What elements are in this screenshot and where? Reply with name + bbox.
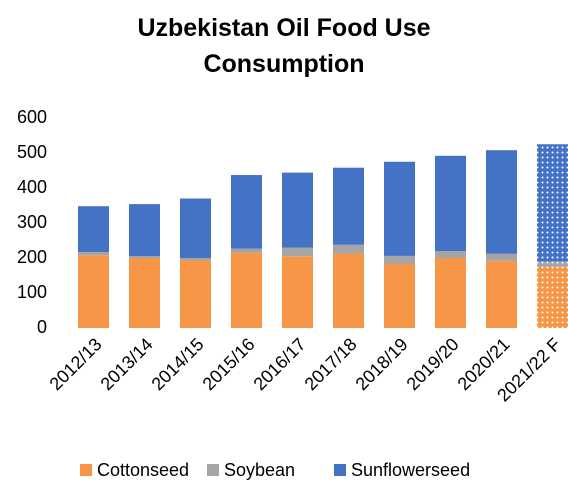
- bar-segment: [486, 150, 517, 254]
- x-tick-label: 2014/15: [148, 334, 208, 394]
- x-tick-label: 2019/20: [403, 334, 463, 394]
- x-tick-label: 2016/17: [250, 334, 310, 394]
- y-tick-label: 300: [17, 212, 47, 232]
- legend-label: Sunflowerseed: [351, 460, 470, 480]
- bar-segment: [435, 251, 466, 258]
- bar-pattern: [537, 144, 568, 262]
- bar-segment: [282, 172, 313, 248]
- bar-segment: [384, 161, 415, 256]
- x-tick-label: 2012/13: [46, 334, 106, 394]
- bar-segment: [78, 206, 109, 253]
- bar-segment: [78, 255, 109, 328]
- y-tick-label: 400: [17, 177, 47, 197]
- legend-label: Cottonseed: [97, 460, 189, 480]
- bar-segment: [333, 244, 364, 254]
- legend-swatch: [207, 464, 219, 476]
- x-tick-label: 2013/14: [97, 334, 157, 394]
- x-tick-label: 2017/18: [301, 334, 361, 394]
- bar-segment: [384, 255, 415, 264]
- bar-segment: [333, 253, 364, 328]
- bar-segment: [231, 248, 262, 253]
- y-tick-label: 600: [17, 107, 47, 127]
- y-tick-label: 200: [17, 247, 47, 267]
- legend-swatch: [334, 464, 346, 476]
- bar-segment: [384, 263, 415, 328]
- chart-title: Uzbekistan Oil Food Use Consumption: [137, 14, 431, 78]
- bar-segment: [486, 260, 517, 328]
- bar-pattern: [537, 261, 568, 267]
- bar-segment: [180, 258, 211, 261]
- bar-segment: [486, 253, 517, 261]
- x-tick-label: 2015/16: [199, 334, 259, 394]
- legend-label: Soybean: [224, 460, 295, 480]
- bar-segment: [231, 252, 262, 328]
- bar-segment: [231, 175, 262, 249]
- bar-segment: [435, 155, 466, 251]
- bar-segment: [129, 258, 160, 328]
- y-tick-label: 0: [37, 317, 47, 337]
- bar-segment: [129, 256, 160, 258]
- legend-swatch: [80, 464, 92, 476]
- bar-segment: [180, 260, 211, 328]
- bar-segment: [180, 198, 211, 258]
- bar-segment: [129, 204, 160, 257]
- y-tick-label: 500: [17, 142, 47, 162]
- x-tick-label: 2018/19: [352, 334, 412, 394]
- bar-segment: [333, 167, 364, 245]
- y-tick-label: 100: [17, 282, 47, 302]
- bar-segment: [435, 258, 466, 328]
- bar-segment: [78, 252, 109, 256]
- bar-segment: [282, 256, 313, 328]
- bar-segment: [282, 247, 313, 257]
- bar-pattern: [537, 266, 568, 328]
